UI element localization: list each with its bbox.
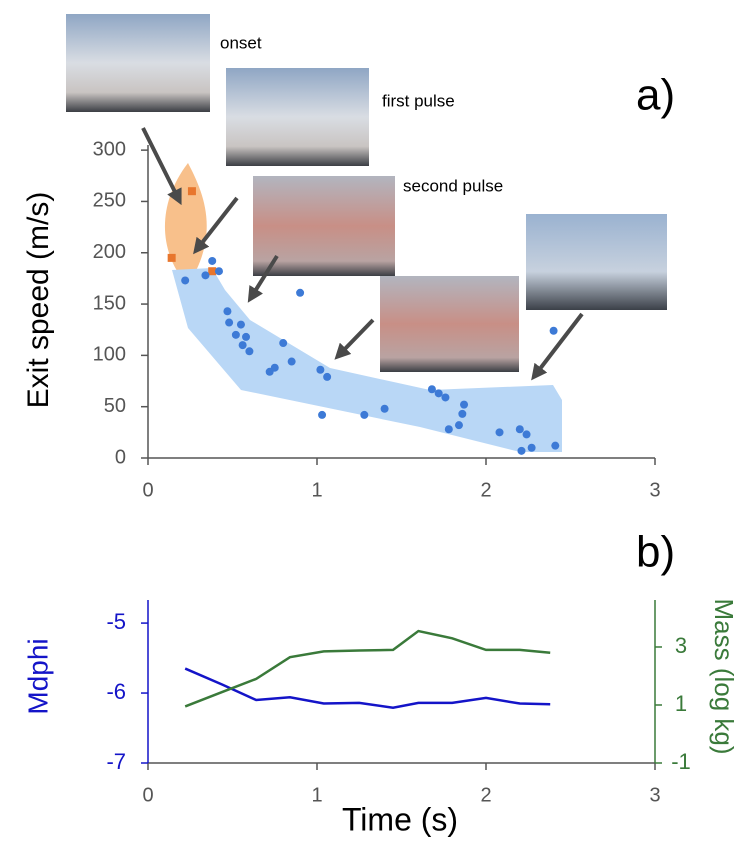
point bbox=[238, 341, 247, 350]
y-axis-title: Mdphi bbox=[22, 638, 53, 714]
line bbox=[184, 667, 551, 710]
point bbox=[167, 253, 176, 262]
y2-tick-label: 3 bbox=[675, 633, 687, 658]
point bbox=[460, 400, 469, 409]
x-tick-label: 1 bbox=[311, 784, 322, 806]
y-tick-label: -5 bbox=[106, 609, 126, 634]
y-tick-label: 200 bbox=[93, 241, 126, 263]
photo bbox=[526, 214, 667, 310]
point bbox=[214, 267, 223, 276]
point bbox=[201, 271, 210, 280]
point bbox=[245, 347, 254, 356]
y-tick-label: 150 bbox=[93, 292, 126, 314]
point bbox=[287, 357, 296, 366]
x-tick-label: 2 bbox=[480, 784, 491, 806]
y2-tick-label: -1 bbox=[671, 749, 691, 774]
point bbox=[527, 443, 536, 452]
point bbox=[427, 385, 436, 394]
y-tick-label: -6 bbox=[106, 679, 126, 704]
annotation: onset bbox=[220, 33, 262, 52]
x-axis-title: Time (s) bbox=[342, 801, 458, 837]
y-tick-label: 250 bbox=[93, 190, 126, 212]
point bbox=[187, 187, 196, 196]
x-tick-label: 2 bbox=[480, 479, 491, 501]
y-tick-label: 0 bbox=[115, 446, 126, 468]
line bbox=[184, 629, 551, 708]
panel-label: a) bbox=[636, 71, 675, 120]
point bbox=[495, 428, 504, 437]
x-tick-label: 3 bbox=[649, 784, 660, 806]
arrow bbox=[141, 127, 182, 206]
y-tick-label: 100 bbox=[93, 344, 126, 366]
point bbox=[522, 430, 531, 439]
point bbox=[208, 267, 217, 276]
point bbox=[515, 425, 524, 434]
point bbox=[517, 446, 526, 455]
x-tick-label: 1 bbox=[311, 479, 322, 501]
point bbox=[181, 276, 190, 285]
x-tick-label: 0 bbox=[142, 784, 153, 806]
x-tick-label: 3 bbox=[649, 479, 660, 501]
point bbox=[434, 389, 443, 398]
point bbox=[318, 410, 327, 419]
y-tick-label: 300 bbox=[93, 138, 126, 160]
point bbox=[360, 410, 369, 419]
point bbox=[270, 363, 279, 372]
photo bbox=[66, 14, 210, 112]
annotation: first pulse bbox=[382, 91, 455, 110]
point bbox=[242, 332, 251, 341]
arrow bbox=[531, 312, 584, 381]
photos bbox=[66, 14, 667, 372]
point bbox=[549, 326, 558, 335]
point bbox=[458, 409, 467, 418]
point bbox=[225, 318, 234, 327]
y-axis-title: Exit speed (m/s) bbox=[22, 192, 55, 409]
point bbox=[208, 256, 217, 265]
point bbox=[223, 307, 232, 316]
point bbox=[454, 421, 463, 430]
point bbox=[441, 393, 450, 402]
y2-axis-title: Mass (log kg) bbox=[709, 598, 739, 754]
arrow bbox=[334, 318, 375, 360]
y-tick-label: -7 bbox=[106, 749, 126, 774]
point bbox=[296, 288, 305, 297]
photo bbox=[226, 68, 369, 166]
point bbox=[444, 425, 453, 434]
y-tick-label: 50 bbox=[104, 395, 126, 417]
point bbox=[279, 339, 288, 348]
arrow bbox=[193, 196, 239, 255]
point bbox=[380, 404, 389, 413]
point bbox=[323, 372, 332, 381]
point bbox=[236, 320, 245, 329]
y2-tick-label: 1 bbox=[675, 691, 687, 716]
point bbox=[231, 330, 240, 339]
arrows bbox=[141, 127, 584, 381]
photo bbox=[380, 276, 519, 372]
point bbox=[316, 365, 325, 374]
arrow bbox=[247, 254, 279, 303]
x-tick-label: 0 bbox=[142, 479, 153, 501]
annotation: second pulse bbox=[403, 176, 503, 195]
point bbox=[551, 441, 560, 450]
panel-label: b) bbox=[636, 528, 675, 577]
